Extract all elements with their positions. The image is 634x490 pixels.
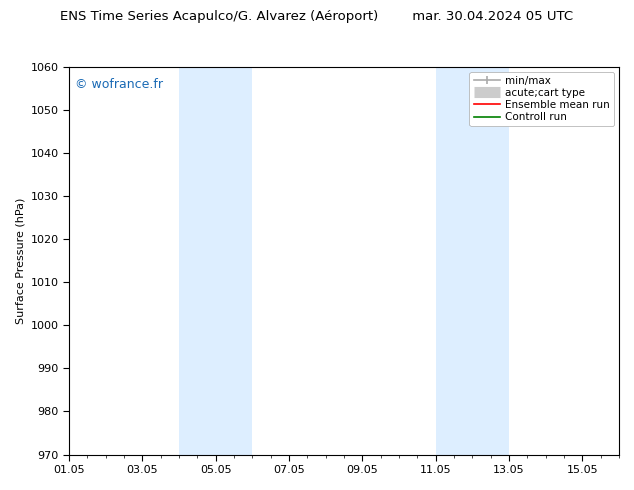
Legend: min/max, acute;cart type, Ensemble mean run, Controll run: min/max, acute;cart type, Ensemble mean … (469, 72, 614, 126)
Bar (436, 67, 509, 455)
Text: © wofrance.fr: © wofrance.fr (75, 78, 162, 91)
Y-axis label: Surface Pressure (hPa): Surface Pressure (hPa) (15, 197, 25, 324)
Text: ENS Time Series Acapulco/G. Alvarez (Aéroport)        mar. 30.04.2024 05 UTC: ENS Time Series Acapulco/G. Alvarez (Aér… (60, 10, 574, 23)
Bar (179, 67, 252, 455)
